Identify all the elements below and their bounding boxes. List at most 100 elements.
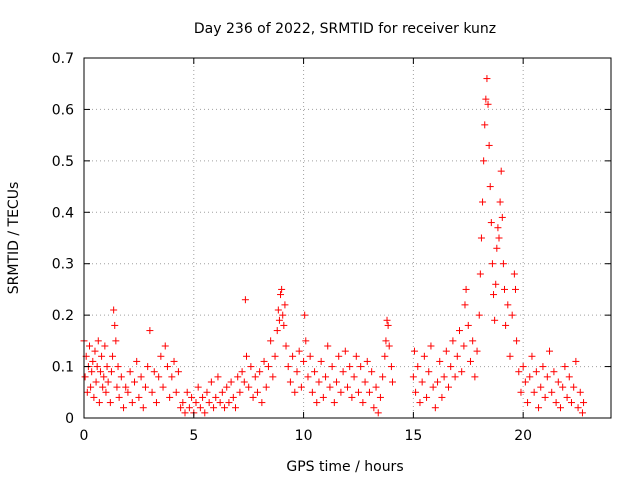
data-point [286,378,294,386]
data-point [234,373,242,381]
data-point [510,270,518,278]
data-point [110,306,118,314]
data-point [409,373,417,381]
data-point [436,357,444,365]
data-point [383,316,391,324]
data-point [438,393,446,401]
data-point [174,368,182,376]
data-point [418,378,426,386]
data-point [302,337,310,345]
data-point [461,301,469,309]
data-point [416,399,424,407]
data-point [341,347,349,355]
data-point [205,399,213,407]
data-point [93,363,101,371]
data-point [580,399,588,407]
data-point [232,404,240,412]
data-point [274,306,282,314]
data-point [262,383,270,391]
data-point [194,383,202,391]
data-point [574,404,582,412]
data-point [576,388,584,396]
data-point [561,363,569,371]
data-point [339,368,347,376]
data-point [326,383,334,391]
data-point [511,285,519,293]
data-point [526,373,534,381]
data-point [460,342,468,350]
data-point [216,399,224,407]
data-point [354,388,362,396]
data-point [280,321,288,329]
data-point [221,404,229,412]
data-point [203,388,211,396]
data-point [295,347,303,355]
data-point [240,378,248,386]
data-point [346,363,354,371]
data-point [455,327,463,335]
data-point [315,378,323,386]
data-point [491,316,499,324]
data-point [236,388,244,396]
x-tick-label: 0 [80,428,89,444]
data-point [570,383,578,391]
data-point [492,280,500,288]
data-point [330,399,338,407]
data-point [95,399,103,407]
data-point [524,399,532,407]
data-point [275,316,283,324]
data-point [517,388,525,396]
data-point [126,368,134,376]
data-point [501,285,509,293]
data-point [201,409,209,417]
data-point [556,404,564,412]
data-point [251,373,259,381]
data-point [502,321,510,329]
axis-ticks [83,57,611,419]
data-point [363,357,371,365]
data-point [185,404,193,412]
data-point [387,363,395,371]
data-point [83,388,91,396]
data-point [563,393,571,401]
data-point [247,363,255,371]
data-point [539,363,547,371]
data-point [495,234,503,242]
data-point [229,393,237,401]
data-point [87,383,95,391]
data-point [99,383,107,391]
data-point [506,352,514,360]
data-point [166,393,174,401]
data-point [242,352,250,360]
data-point [485,141,493,149]
data-point [442,347,450,355]
data-point [319,393,327,401]
data-point [471,373,479,381]
data-point [109,352,117,360]
data-point [249,393,257,401]
data-point [172,388,180,396]
data-point [278,285,286,293]
data-point [519,363,527,371]
data-point [92,378,100,386]
data-point [214,373,222,381]
data-point [578,409,586,417]
data-point [291,388,299,396]
data-point [572,357,580,365]
data-point [458,368,466,376]
data-point [124,388,132,396]
data-point [487,219,495,227]
data-point [462,285,470,293]
data-point [350,373,358,381]
data-point [476,270,484,278]
data-point [139,404,147,412]
data-point [81,373,89,381]
data-point [161,342,169,350]
data-point [348,393,356,401]
data-point [359,399,367,407]
data-point [504,301,512,309]
data-point [111,321,119,329]
y-tick-label: 0.7 [52,51,74,67]
data-point [88,368,96,376]
